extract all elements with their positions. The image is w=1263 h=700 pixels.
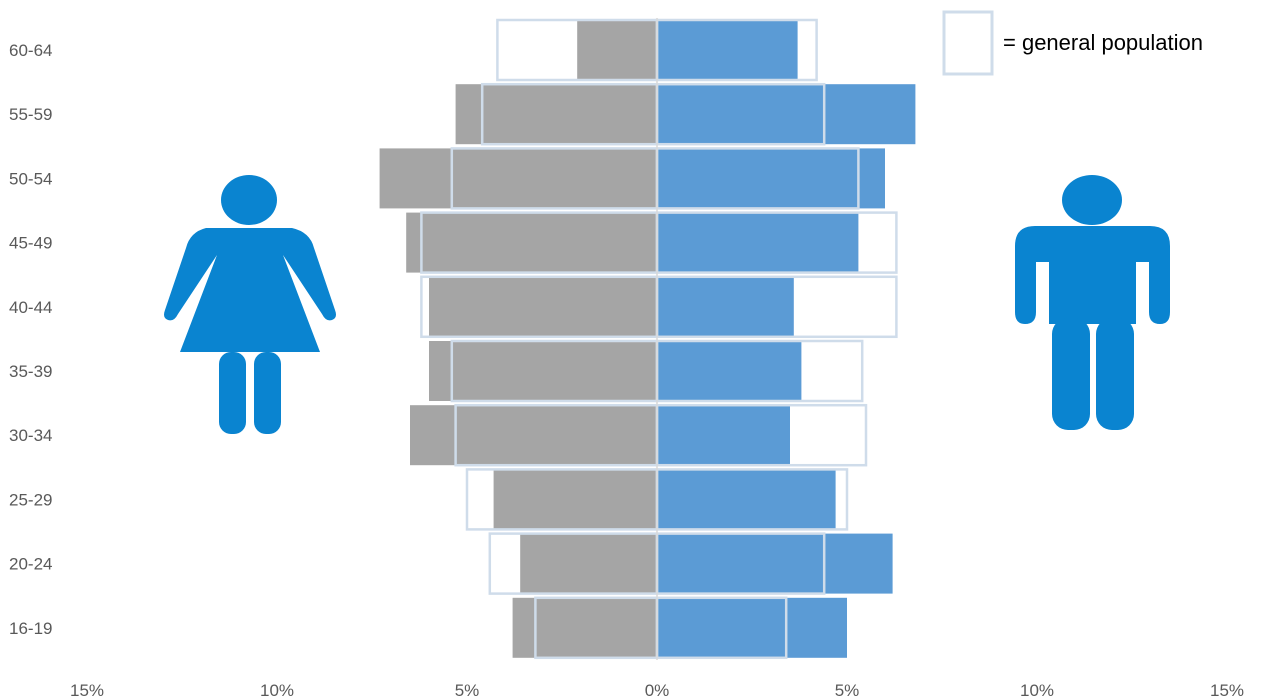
male-bars	[657, 20, 916, 658]
x-tick-label: 10%	[1020, 681, 1054, 700]
male-person-icon	[1015, 175, 1170, 430]
male-bar-55-59	[657, 84, 916, 145]
x-tick-label: 5%	[835, 681, 860, 700]
male-bar-60-64	[657, 20, 798, 80]
female-bar-35-39	[429, 341, 657, 401]
male-bar-30-34	[657, 405, 790, 466]
female-bar-55-59	[455, 84, 657, 145]
x-tick-label: 5%	[455, 681, 480, 700]
female-bar-40-44	[429, 276, 657, 337]
female-bar-20-24	[520, 533, 657, 594]
male-bar-25-29	[657, 469, 836, 530]
age-label-20-24: 20-24	[9, 555, 52, 574]
age-label-30-34: 30-34	[9, 426, 52, 445]
female-bar-45-49	[406, 212, 657, 273]
male-bar-35-39	[657, 341, 802, 401]
age-label-40-44: 40-44	[9, 298, 52, 317]
age-label-35-39: 35-39	[9, 362, 52, 381]
male-bar-16-19	[657, 597, 847, 658]
x-tick-label: 10%	[260, 681, 294, 700]
age-group-labels: 16-19 20-24 25-29 30-34 35-39 40-44 45-49 50-54…	[9, 41, 52, 638]
female-bars	[379, 20, 657, 658]
age-label-45-49: 45-49	[9, 234, 52, 253]
female-bar-25-29	[493, 469, 657, 530]
male-bar-45-49	[657, 212, 859, 273]
legend-swatch	[942, 10, 994, 76]
male-bar-40-44	[657, 276, 794, 337]
x-axis-tick-labels: 15% 10% 5% 0% 5% 10% 15%	[70, 681, 1244, 700]
age-label-50-54: 50-54	[9, 169, 52, 188]
female-bar-16-19	[512, 597, 657, 658]
female-person-icon	[164, 175, 336, 434]
female-bar-50-54	[379, 148, 657, 209]
age-label-55-59: 55-59	[9, 105, 52, 124]
x-tick-label: 0%	[645, 681, 670, 700]
legend-label: = general population	[1003, 30, 1203, 55]
x-tick-label: 15%	[70, 681, 104, 700]
age-label-16-19: 16-19	[9, 619, 52, 638]
female-bar-30-34	[410, 405, 657, 466]
age-label-60-64: 60-64	[9, 41, 52, 60]
male-bar-50-54	[657, 148, 885, 209]
male-bar-20-24	[657, 533, 893, 594]
age-label-25-29: 25-29	[9, 490, 52, 509]
x-tick-label: 15%	[1210, 681, 1244, 700]
legend: = general population	[942, 10, 1203, 76]
female-bar-60-64	[577, 20, 657, 80]
